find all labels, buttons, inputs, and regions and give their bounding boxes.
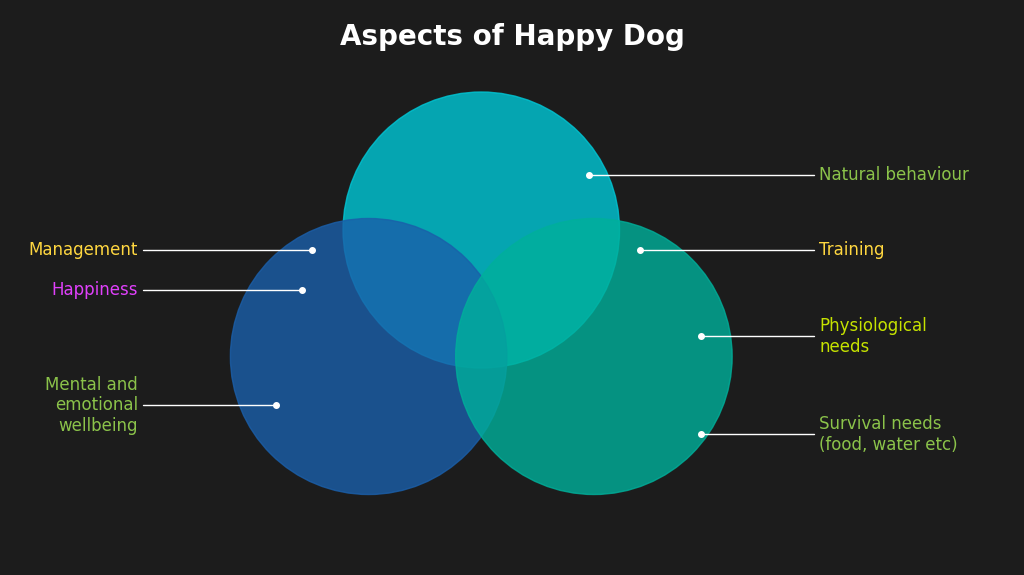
- Ellipse shape: [456, 218, 732, 494]
- Ellipse shape: [230, 218, 507, 494]
- Text: Natural behaviour: Natural behaviour: [819, 166, 969, 185]
- Text: Survival needs
(food, water etc): Survival needs (food, water etc): [819, 415, 957, 454]
- Text: Happiness: Happiness: [52, 281, 138, 300]
- Text: Mental and
emotional
wellbeing: Mental and emotional wellbeing: [45, 375, 138, 435]
- Text: Physiological
needs: Physiological needs: [819, 317, 927, 356]
- Ellipse shape: [343, 92, 620, 368]
- Text: Training: Training: [819, 241, 885, 259]
- Text: Aspects of Happy Dog: Aspects of Happy Dog: [340, 23, 684, 51]
- Text: Management: Management: [29, 241, 138, 259]
